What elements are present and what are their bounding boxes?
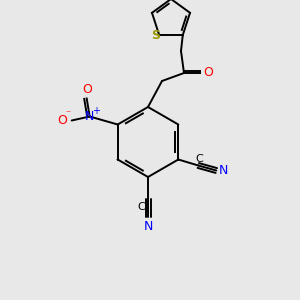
Text: C: C <box>137 202 145 212</box>
Text: O: O <box>57 114 67 127</box>
Text: N: N <box>143 220 153 232</box>
Text: S: S <box>151 29 160 42</box>
Text: N: N <box>219 164 228 177</box>
Text: +: + <box>92 106 100 116</box>
Text: N: N <box>85 110 94 123</box>
Text: O: O <box>82 83 92 96</box>
Text: C: C <box>195 154 203 164</box>
Text: O: O <box>203 67 213 80</box>
Text: ⁻: ⁻ <box>65 110 70 119</box>
